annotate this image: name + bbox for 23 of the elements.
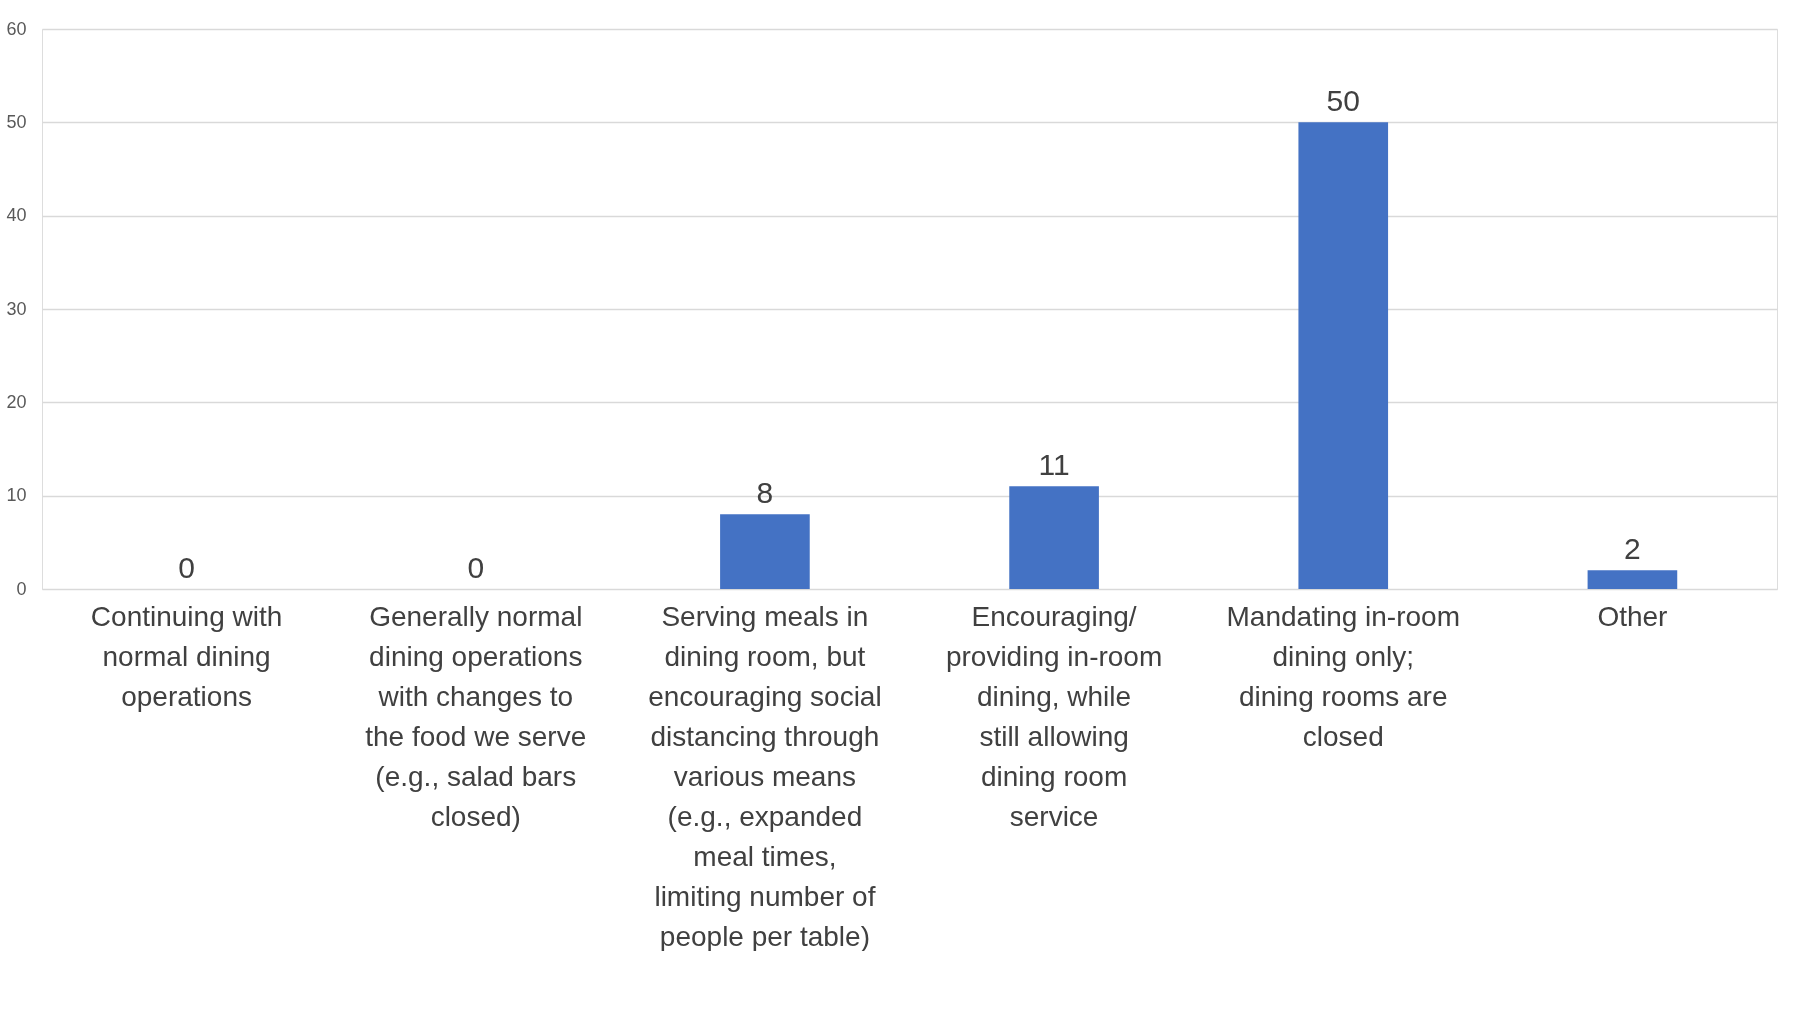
y-tick-label: 20 xyxy=(6,391,27,412)
bar xyxy=(1009,486,1099,589)
y-tick-label: 30 xyxy=(6,298,27,319)
data-label: 0 xyxy=(178,551,195,584)
category-label: Serving meals in dining room, but encouraging social distancing through various means (e.g., expanded meal times, limiting number of people per table) xyxy=(648,600,882,952)
y-tick-label: 0 xyxy=(16,578,27,599)
x-tick-label: Mandating in-room dining only; dining rooms are closed xyxy=(1226,600,1460,752)
data-label: 11 xyxy=(1038,448,1070,482)
data-label: 2 xyxy=(1624,532,1641,566)
bar xyxy=(1587,570,1678,589)
data-label: 0 xyxy=(467,551,485,584)
y-tick-label: 60 xyxy=(6,18,27,39)
x-tick-label: Continuing with normal dining operations xyxy=(90,600,283,712)
data-label: 8 xyxy=(756,476,774,510)
x-tick-label: Generally normal dining operations with changes to the food we serve (e.g., salad bars closed) xyxy=(365,600,587,832)
data-label: 50 xyxy=(1326,84,1360,118)
y-tick-label: 10 xyxy=(6,485,27,506)
x-tick-label: Other xyxy=(1597,600,1668,632)
bar xyxy=(720,514,810,589)
y-tick-label: 50 xyxy=(6,111,27,132)
bar xyxy=(1298,122,1389,589)
y-tick-label: 40 xyxy=(6,205,27,226)
x-tick-label: Encouraging/ providing in-room dining, while still allowing dining room service xyxy=(945,600,1163,832)
